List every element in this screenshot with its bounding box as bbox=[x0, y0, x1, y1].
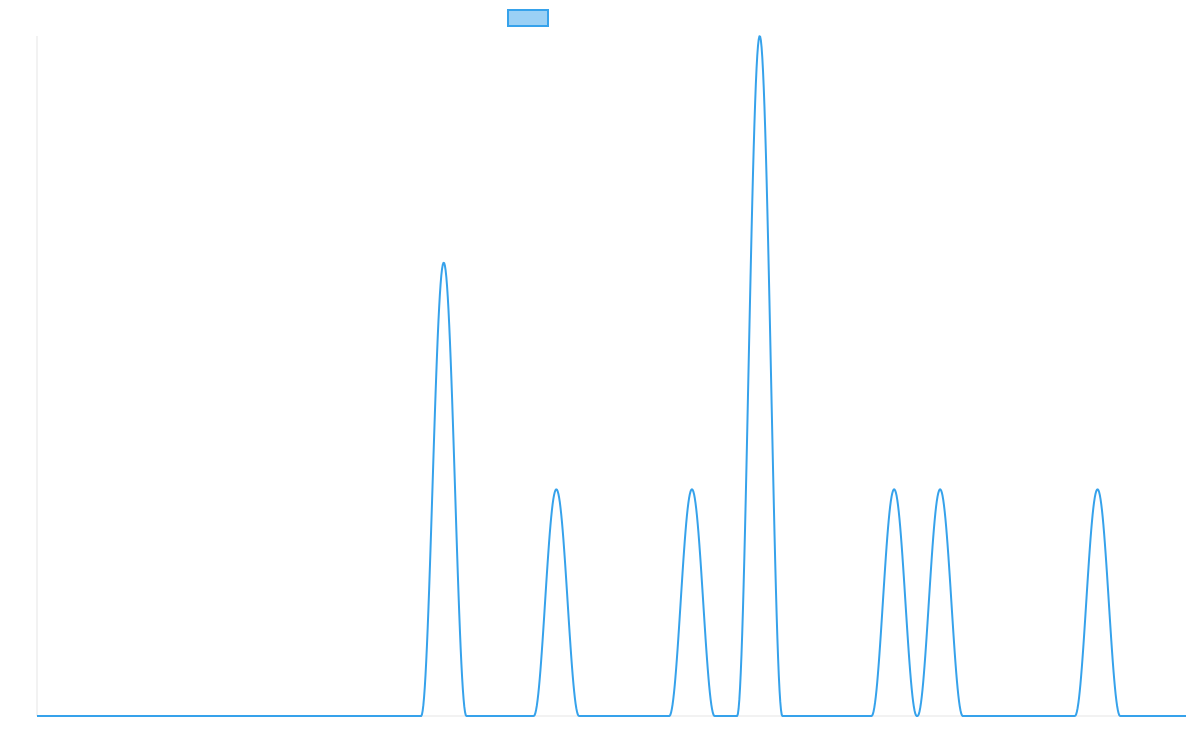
series-line bbox=[36, 35, 1187, 717]
peak-point-6[interactable] bbox=[934, 483, 946, 495]
chart-axes bbox=[36, 36, 1186, 717]
peak-point-5[interactable] bbox=[888, 483, 900, 495]
peak-point-4[interactable] bbox=[754, 30, 766, 42]
chart-legend[interactable] bbox=[507, 9, 549, 27]
peak-point-2[interactable] bbox=[550, 483, 562, 495]
peak-point-3[interactable] bbox=[686, 483, 698, 495]
plot-area bbox=[36, 30, 1187, 717]
peak-point-1[interactable] bbox=[438, 257, 450, 269]
legend-swatch[interactable] bbox=[507, 9, 549, 27]
peak-point-7[interactable] bbox=[1092, 483, 1104, 495]
